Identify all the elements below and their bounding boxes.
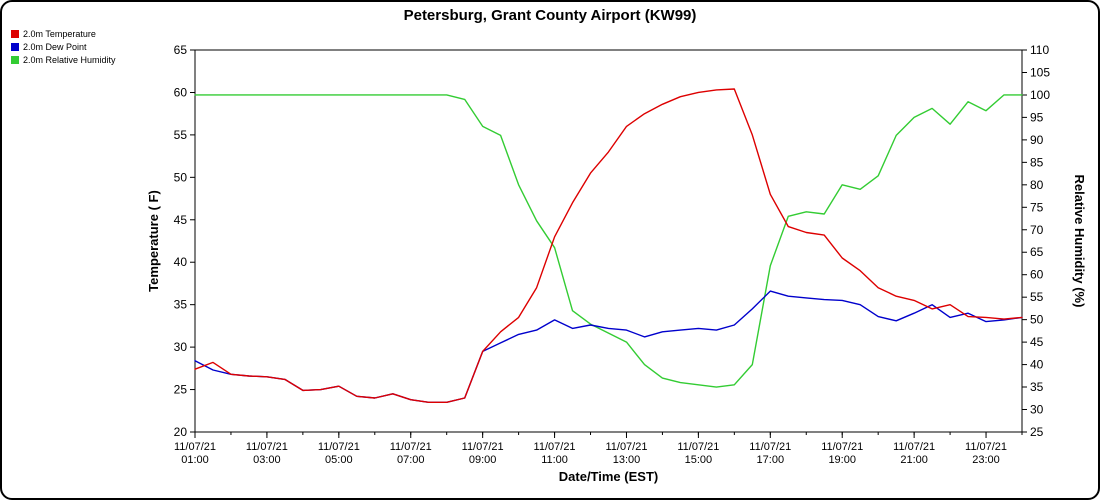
right-axis-tick-label: 100 [1030,88,1050,102]
x-axis-time-label: 11:00 [541,454,568,466]
right-axis-tick-label: 75 [1030,200,1044,214]
x-axis-date-label: 11/07/21 [462,441,504,453]
x-axis-time-label: 15:00 [685,454,713,466]
right-axis-tick-label: 25 [1030,425,1044,439]
x-axis-date-label: 11/07/21 [390,441,432,453]
right-axis-tick-label: 70 [1030,223,1044,237]
left-axis-tick-label: 40 [174,255,188,269]
page-title: Petersburg, Grant County Airport (KW99) [403,7,697,24]
x-axis-date-label: 11/07/21 [965,441,1007,453]
x-axis-date-label: 11/07/21 [605,441,647,453]
x-axis-time-label: 07:00 [397,454,425,466]
right-axis-tick-label: 45 [1030,335,1044,349]
x-axis-date-label: 11/07/21 [534,441,576,453]
x-axis-time-label: 09:00 [469,454,497,466]
x-axis-time-label: 21:00 [900,454,928,466]
right-axis-tick-label: 50 [1030,313,1044,327]
right-axis-tick-label: 110 [1030,43,1049,57]
left-axis-tick-label: 20 [174,425,188,439]
x-axis-date-label: 11/07/21 [677,441,719,453]
right-axis-tick-label: 65 [1030,245,1044,259]
legend-swatch-icon [11,43,19,51]
right-axis-tick-label: 105 [1030,65,1050,79]
left-axis-tick-label: 60 [174,85,188,99]
legend-item: 2.0m Dew Point [11,41,116,53]
x-axis-date-label: 11/07/21 [893,441,935,453]
right-axis-tick-label: 85 [1030,155,1044,169]
left-axis-tick-label: 25 [174,383,188,397]
plot-frame [194,49,1023,433]
x-axis-date-label: 11/07/21 [174,441,216,453]
left-axis-tick-label: 35 [174,298,188,312]
right-axis-tick-label: 35 [1030,380,1044,394]
left-axis-tick-label: 30 [174,340,188,354]
x-axis-date-label: 11/07/21 [749,441,791,453]
legend-label: 2.0m Temperature [23,29,96,39]
series-line-2-0m-temperature [194,88,1023,403]
x-axis-time-label: 19:00 [828,454,856,466]
right-axis-tick-label: 40 [1030,358,1044,372]
x-axis-time-label: 17:00 [757,454,785,466]
x-axis-time-label: 23:00 [972,454,1000,466]
legend-item: 2.0m Relative Humidity [11,54,116,66]
x-axis-title: Date/Time (EST) [559,469,658,484]
right-axis-title: Relative Humidity (%) [1072,175,1087,308]
chart-legend: 2.0m Temperature 2.0m Dew Point 2.0m Relat… [11,28,116,66]
left-axis-tick-label: 55 [174,128,188,142]
legend-item: 2.0m Temperature [11,28,116,40]
right-axis-tick-label: 90 [1030,133,1044,147]
legend-swatch-icon [11,56,19,64]
left-axis-tick-label: 65 [174,43,188,57]
right-axis-tick-label: 95 [1030,110,1044,124]
legend-swatch-icon [11,30,19,38]
right-axis-tick-label: 30 [1030,403,1044,417]
legend-label: 2.0m Relative Humidity [23,55,116,65]
x-axis-time-label: 01:00 [181,454,209,466]
left-axis-tick-label: 45 [174,213,188,227]
left-axis-title: Temperature ( F) [146,190,161,292]
right-axis-tick-label: 55 [1030,290,1044,304]
x-axis-date-label: 11/07/21 [246,441,288,453]
x-axis-time-label: 05:00 [325,454,353,466]
x-axis-date-label: 11/07/21 [318,441,360,453]
right-axis-tick-label: 60 [1030,268,1044,282]
x-axis-time-label: 13:00 [613,454,641,466]
legend-label: 2.0m Dew Point [23,42,87,52]
right-axis-tick-label: 80 [1030,178,1044,192]
x-axis-time-label: 03:00 [253,454,281,466]
left-axis-tick-label: 50 [174,170,188,184]
series-line-2-0m-relative-humidity [194,94,1023,388]
x-axis-date-label: 11/07/21 [821,441,863,453]
series-line-2-0m-dew-point [194,290,1023,403]
